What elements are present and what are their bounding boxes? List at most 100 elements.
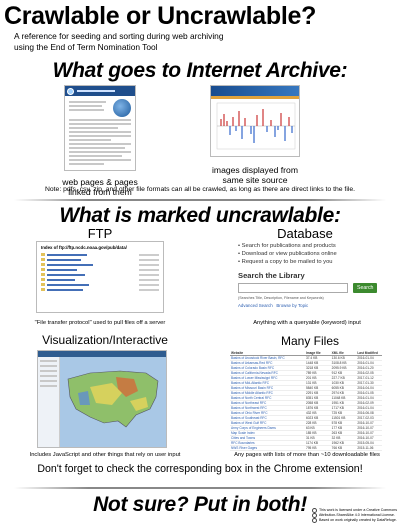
subtitle-line-2: using the End of Term Nomination Tool xyxy=(14,42,158,52)
table-row: Basins of Missouri Basin RFC 5840 KB 6055 … xyxy=(230,386,382,391)
ftp-caption: "File transfer protocol" used to pull fi… xyxy=(34,320,166,326)
table-cell: 2016-10-07 xyxy=(357,431,374,435)
table-row: Basins of Ohio River RFC 432 KB 725 KB 2016… xyxy=(230,411,382,416)
table-cell: 227.7 KB xyxy=(331,376,345,380)
table-cell: 2015-11-06 xyxy=(357,446,374,450)
table-row: Basins of North Central RFC 8351 KB 11048 … xyxy=(230,396,382,401)
table-cell: 6023 KB xyxy=(306,416,319,420)
table-cell: 912 KB xyxy=(331,371,343,375)
table-cell: 795 KB xyxy=(306,446,317,450)
table-cell[interactable]: Basins of Aroostook River Basin, RFC xyxy=(231,356,285,360)
table-cell: 185 KB xyxy=(306,431,317,435)
table-cell: 2016-01-04 xyxy=(357,406,374,410)
images-caption: images displayed from same site source xyxy=(200,165,310,185)
footer-divider xyxy=(14,487,386,489)
table-column-header: Image file xyxy=(306,351,321,355)
table-cell: 2017-01-30 xyxy=(357,381,374,385)
uncrawlable-heading: What is marked uncrawlable: xyxy=(59,204,341,227)
table-cell: 1876 KB xyxy=(306,406,319,410)
table-cell: 37.4 KB xyxy=(306,356,318,360)
table-cell: 63 KB xyxy=(306,426,315,430)
table-column-header: Website xyxy=(231,351,244,355)
database-links[interactable]: Advanced Search Browse by Topic xyxy=(238,303,309,308)
table-cell[interactable]: Basins of Middle Atlantic RFC xyxy=(231,391,273,395)
table-cell: 2016-01-04 xyxy=(357,356,374,360)
table-cell: 432 KB xyxy=(306,411,317,415)
table-cell: 2016-04-04 xyxy=(357,386,374,390)
table-cell[interactable]: Cities and Towns xyxy=(231,436,256,440)
database-bullet-3: • Request a copy to be mailed to you xyxy=(238,259,333,265)
folder-icon xyxy=(41,288,45,291)
section-divider xyxy=(14,199,386,201)
bullet-icon: • xyxy=(238,251,242,257)
webpage-thumbnail xyxy=(64,85,136,171)
temperature-chart-icon xyxy=(216,102,296,150)
table-cell: 228 KB xyxy=(306,421,317,425)
table-cell[interactable]: Basins of Northwest RFC xyxy=(231,406,267,410)
database-bullet-2: • Download or view publications online xyxy=(238,251,337,257)
table-cell: 789 KB xyxy=(306,371,317,375)
table-row: Basins of Lower Mississippi RFC 201 KB 227… xyxy=(230,376,382,381)
table-cell[interactable]: Basins of California-Nevada RFC xyxy=(231,371,278,375)
search-input[interactable] xyxy=(238,283,348,293)
table-cell: 1174 KB xyxy=(306,441,318,445)
folder-icon xyxy=(41,283,45,286)
table-cell: 5840 KB xyxy=(306,386,319,390)
many-files-caption: Any pages with lists of more than ~10 do… xyxy=(234,452,380,458)
attribution-icon xyxy=(312,513,317,518)
table-row: Basins of Arkansas-Red RFC 1448 KB 3108.8 … xyxy=(230,361,382,366)
table-cell[interactable]: Basins of Southeast RFC xyxy=(231,416,267,420)
table-cell: 2058 KB xyxy=(306,401,319,405)
table-cell[interactable]: Basins of Northeast RFC xyxy=(231,401,267,405)
table-cell[interactable]: Basins of North Central RFC xyxy=(231,396,272,400)
table-row: Basins of Northeast RFC 2058 KB 1951 KB 201… xyxy=(230,401,382,406)
table-cell[interactable]: Basins of Lower Mississippi RFC xyxy=(231,376,278,380)
footer-heading: Not sure? Put in both! xyxy=(93,493,307,516)
table-cell[interactable]: RFC Boundaries xyxy=(231,441,255,445)
search-button[interactable]: Search xyxy=(353,283,378,293)
ftp-thumbnail-title: Index of ftp://ftp.ncdc.noaa.gov/pub/dat… xyxy=(41,245,127,250)
table-row: Basins of Northwest RFC 1876 KB 1717 KB 201… xyxy=(230,406,382,411)
table-row: Cities and Towns 31 KB 32 KB 2016-10-07 xyxy=(230,436,382,441)
table-cell[interactable]: Basins of Colorado Basin RFC xyxy=(231,366,275,370)
table-row: Basins of Southeast RFC 6023 KB 11501 KB 20… xyxy=(230,416,382,421)
visualization-thumbnail xyxy=(37,350,167,448)
table-cell: 725 KB xyxy=(331,411,343,415)
table-cell: 2017-01-12 xyxy=(357,376,374,380)
table-cell[interactable]: Basins of Ohio River RFC xyxy=(231,411,268,415)
table-cell[interactable]: Basins of Mid-Atlantic RFC xyxy=(231,381,270,385)
table-row: Map Scale Index 185 KB 263 KB 2016-10-07 xyxy=(230,431,382,436)
many-files-label: Many Files xyxy=(280,334,339,348)
table-row: Basins of Middle Atlantic RFC 2291 KB 2974… xyxy=(230,391,382,396)
file-list-table: Website Image file XML file Last Modified B… xyxy=(230,351,382,451)
table-cell: 2016-02-05 xyxy=(357,371,374,375)
archive-heading: What goes to Internet Archive: xyxy=(52,59,348,82)
image-page-thumbnail xyxy=(210,85,300,157)
search-library-heading: Search the Library xyxy=(238,271,305,280)
database-bullet-1: • Search for publications and products xyxy=(238,243,336,249)
page-title: Crawlable or Uncrawlable? xyxy=(4,2,317,30)
table-cell[interactable]: Basins of Arkansas-Red RFC xyxy=(231,361,273,365)
table-row: Basins of Aroostook River Basin, RFC 37.4… xyxy=(230,356,382,361)
table-row: RFC Boundaries 1174 KB 1962 KB 2015-05-04 xyxy=(230,441,382,446)
folder-icon xyxy=(41,263,45,266)
table-column-header: Last Modified xyxy=(357,351,378,355)
table-cell[interactable]: Army Corps of Engineers Dams xyxy=(231,426,276,430)
table-cell[interactable]: NWS River Gages xyxy=(231,446,258,450)
table-row: Basins of California-Nevada RFC 789 KB 912… xyxy=(230,371,382,376)
ftp-thumbnail: Index of ftp://ftp.ncdc.noaa.gov/pub/dat… xyxy=(36,241,164,313)
table-cell: 3218 KB xyxy=(306,366,319,370)
table-cell[interactable]: Basins of Missouri Basin RFC xyxy=(231,386,274,390)
table-row: Basins of West Gulf RFC 228 KB 578 KB 2016-… xyxy=(230,421,382,426)
license-line-1: This work is licensed under a Creative C… xyxy=(319,508,398,513)
table-cell: 177 KB xyxy=(331,426,343,430)
table-cell: 2016-06-08 xyxy=(357,411,374,415)
bullet-icon: • xyxy=(238,243,242,249)
table-cell[interactable]: Map Scale Index xyxy=(231,431,255,435)
table-cell: 766 KB xyxy=(331,446,343,450)
table-cell: 1717 KB xyxy=(331,406,344,410)
folder-icon xyxy=(41,258,45,261)
table-row: NWS River Gages 795 KB 766 KB 2015-11-06 xyxy=(230,446,382,451)
table-cell[interactable]: Basins of West Gulf RFC xyxy=(231,421,267,425)
table-cell: 1448 KB xyxy=(306,361,319,365)
